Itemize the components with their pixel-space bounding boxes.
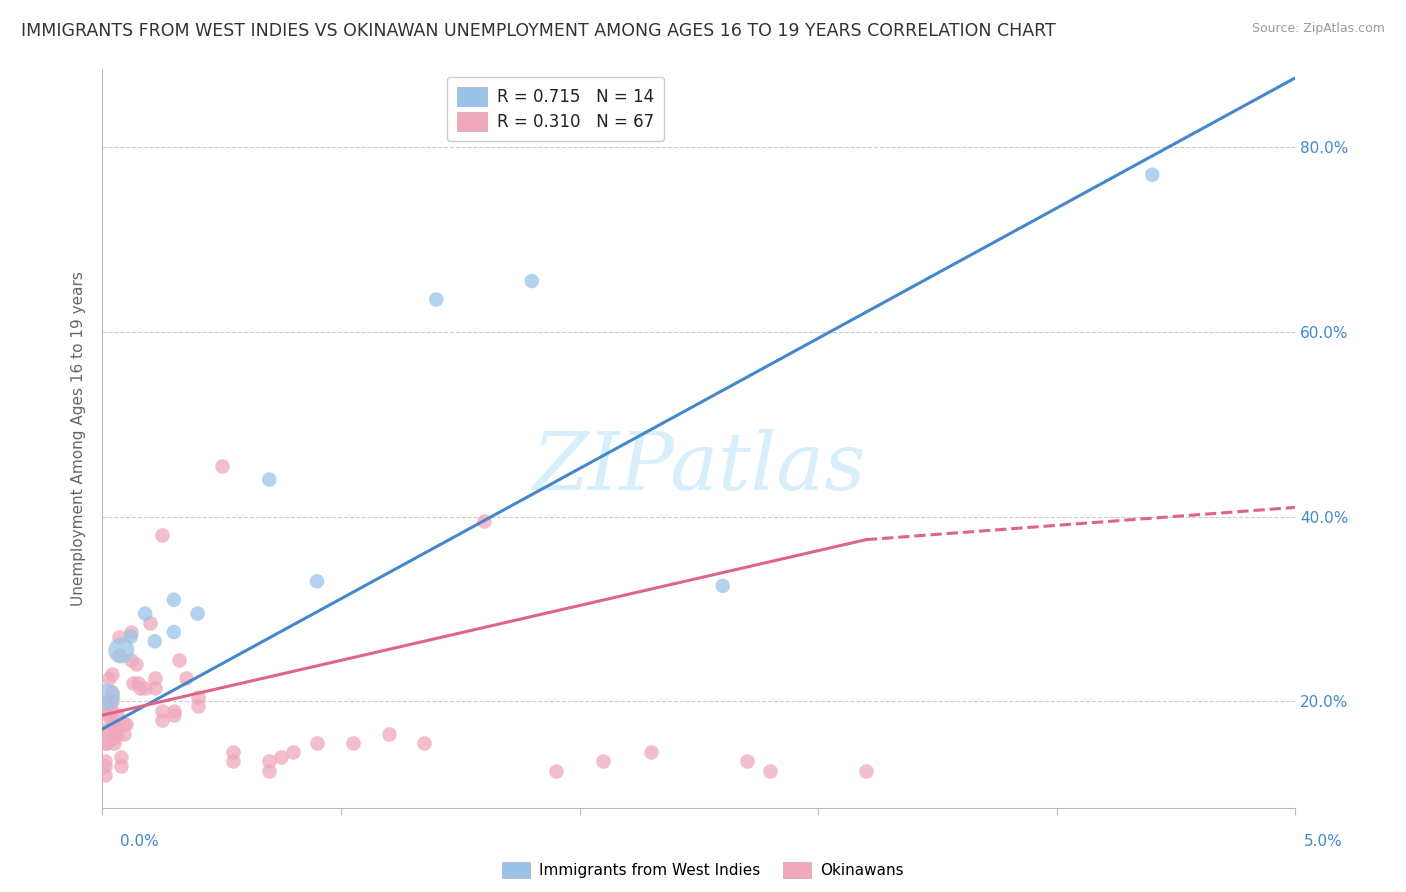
Point (855, 764, 877, 778)
Point (259, 764, 281, 778)
Point (305, 736, 328, 750)
Point (105, 708, 128, 723)
Point (640, 745, 662, 759)
Point (187, 690, 209, 704)
Point (711, 579, 734, 593)
Point (735, 755, 758, 769)
Point (96, 727, 118, 741)
Point (174, 671, 197, 685)
Point (143, 681, 166, 695)
Point (103, 731, 125, 746)
Point (759, 764, 782, 778)
Point (139, 615, 162, 630)
Point (281, 745, 304, 759)
Point (124, 657, 146, 672)
Point (100, 685, 122, 699)
Point (96, 690, 118, 704)
Point (150, 528, 173, 542)
Point (259, 473, 281, 487)
Point (98, 671, 121, 685)
Point (110, 643, 132, 657)
Point (122, 676, 145, 690)
Point (96, 722, 118, 736)
Point (93, 755, 115, 769)
Point (120, 630, 142, 644)
Point (187, 698, 209, 713)
Point (413, 736, 436, 750)
Point (100, 694, 122, 708)
Point (98, 694, 121, 708)
Point (98, 708, 121, 723)
Point (129, 681, 152, 695)
Y-axis label: Unemployment Among Ages 16 to 19 years: Unemployment Among Ages 16 to 19 years (72, 270, 86, 606)
Point (143, 634, 166, 648)
Point (163, 625, 186, 640)
Point (103, 717, 125, 731)
Point (163, 704, 186, 718)
Point (222, 755, 245, 769)
Point (222, 745, 245, 759)
Point (143, 671, 166, 685)
Point (105, 727, 128, 741)
Point (167, 653, 190, 667)
Point (112, 727, 135, 741)
Text: 5.0%: 5.0% (1303, 834, 1343, 849)
Point (105, 722, 128, 736)
Text: IMMIGRANTS FROM WEST INDIES VS OKINAWAN UNEMPLOYMENT AMONG AGES 16 TO 19 YEARS C: IMMIGRANTS FROM WEST INDIES VS OKINAWAN … (21, 22, 1056, 40)
Point (520, 274, 543, 288)
Point (115, 717, 138, 731)
Point (259, 755, 281, 769)
Point (425, 293, 447, 307)
Point (127, 676, 149, 690)
Point (270, 749, 292, 764)
Point (592, 755, 614, 769)
Point (103, 727, 125, 741)
Point (1142, 168, 1164, 182)
Text: Source: ZipAtlas.com: Source: ZipAtlas.com (1251, 22, 1385, 36)
Point (110, 749, 132, 764)
Point (211, 458, 233, 473)
Point (134, 681, 156, 695)
Point (93, 736, 115, 750)
Point (108, 630, 131, 644)
Text: 0.0%: 0.0% (120, 834, 159, 849)
Point (377, 727, 399, 741)
Point (163, 708, 186, 723)
Point (150, 713, 173, 727)
Text: ZIPatlas: ZIPatlas (531, 429, 866, 507)
Point (98, 698, 121, 713)
Point (100, 704, 122, 718)
Point (187, 607, 209, 621)
Point (120, 625, 142, 640)
Point (96, 708, 118, 723)
Point (112, 717, 135, 731)
Legend: R = 0.715   N = 14, R = 0.310   N = 67: R = 0.715 N = 14, R = 0.310 N = 67 (447, 77, 664, 141)
Legend: Immigrants from West Indies, Okinawans: Immigrants from West Indies, Okinawans (496, 856, 910, 884)
Point (103, 736, 125, 750)
Point (120, 653, 142, 667)
Point (544, 764, 567, 778)
Point (108, 648, 131, 663)
Point (134, 607, 156, 621)
Point (305, 574, 328, 589)
Point (110, 759, 132, 773)
Point (93, 759, 115, 773)
Point (96, 736, 118, 750)
Point (163, 592, 186, 607)
Point (472, 514, 495, 528)
Point (93, 768, 115, 782)
Point (342, 736, 364, 750)
Point (100, 666, 122, 681)
Point (150, 704, 173, 718)
